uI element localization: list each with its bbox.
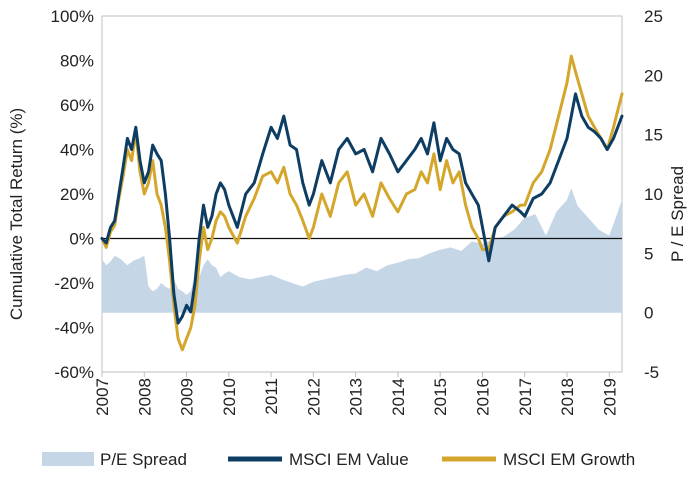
x-tick-label: 2016 xyxy=(474,378,493,416)
y-left-tick-label: -40% xyxy=(54,319,94,338)
legend-label-pe-spread: P/E Spread xyxy=(100,450,187,469)
y-left-tick-label: 80% xyxy=(60,52,94,71)
y-left-tick-label: -20% xyxy=(54,274,94,293)
x-tick-label: 2008 xyxy=(135,378,154,416)
y-left-tick-label: 40% xyxy=(60,141,94,160)
legend-label-msci-em-growth: MSCI EM Growth xyxy=(503,450,635,469)
x-tick-label: 2010 xyxy=(220,378,239,416)
y-left-tick-label: 20% xyxy=(60,185,94,204)
y-right-tick-label: -5 xyxy=(644,363,659,382)
pe-spread-area xyxy=(102,188,622,313)
y-axis-left-title: Cumulative Total Return (%) xyxy=(7,108,26,320)
plot-frame xyxy=(101,15,623,373)
x-tick-label: 2011 xyxy=(262,378,281,415)
legend-swatch-pe-spread xyxy=(42,452,94,466)
legend: P/E Spread MSCI EM Value MSCI EM Growth xyxy=(42,450,635,469)
msci-em-value-line xyxy=(100,92,624,325)
y-right-tick-label: 0 xyxy=(644,304,653,323)
msci-em-growth-line xyxy=(100,54,624,352)
y-left-tick-label: -60% xyxy=(54,363,94,382)
y-right-tick-label: 25 xyxy=(644,7,663,26)
x-tick-label: 2012 xyxy=(304,378,323,416)
x-tick-label: 2007 xyxy=(93,378,112,416)
y-right-tick-label: 10 xyxy=(644,185,663,204)
x-tick-label: 2017 xyxy=(516,378,535,416)
y-left-tick-label: 100% xyxy=(51,7,94,26)
y-left-tick-label: 0% xyxy=(69,230,94,249)
x-axis-ticks: 2007 2008 2009 2010 2011 2012 2013 2014 2015 2016… xyxy=(93,372,619,416)
x-tick-label: 2015 xyxy=(431,378,450,416)
x-tick-label: 2019 xyxy=(600,378,619,416)
y-right-tick-label: 5 xyxy=(644,244,653,263)
x-tick-label: 2009 xyxy=(178,378,197,416)
series-lines-layer xyxy=(100,54,624,352)
y-left-axis-ticks: 100% 80% 60% 40% 20% 0% -20% -40% -60% xyxy=(51,7,94,382)
y-right-tick-label: 20 xyxy=(644,66,663,85)
x-tick-label: 2014 xyxy=(389,378,408,416)
x-tick-label: 2013 xyxy=(347,378,366,416)
y-axis-right-title: P / E Spread xyxy=(668,166,687,262)
pe-spread-area-layer xyxy=(102,188,622,313)
legend-label-msci-em-value: MSCI EM Value xyxy=(289,450,409,469)
y-right-tick-label: 15 xyxy=(644,126,663,145)
x-tick-label: 2018 xyxy=(558,378,577,416)
y-right-axis-ticks: 25 20 15 10 5 0 -5 xyxy=(644,7,663,382)
y-left-tick-label: 60% xyxy=(60,96,94,115)
